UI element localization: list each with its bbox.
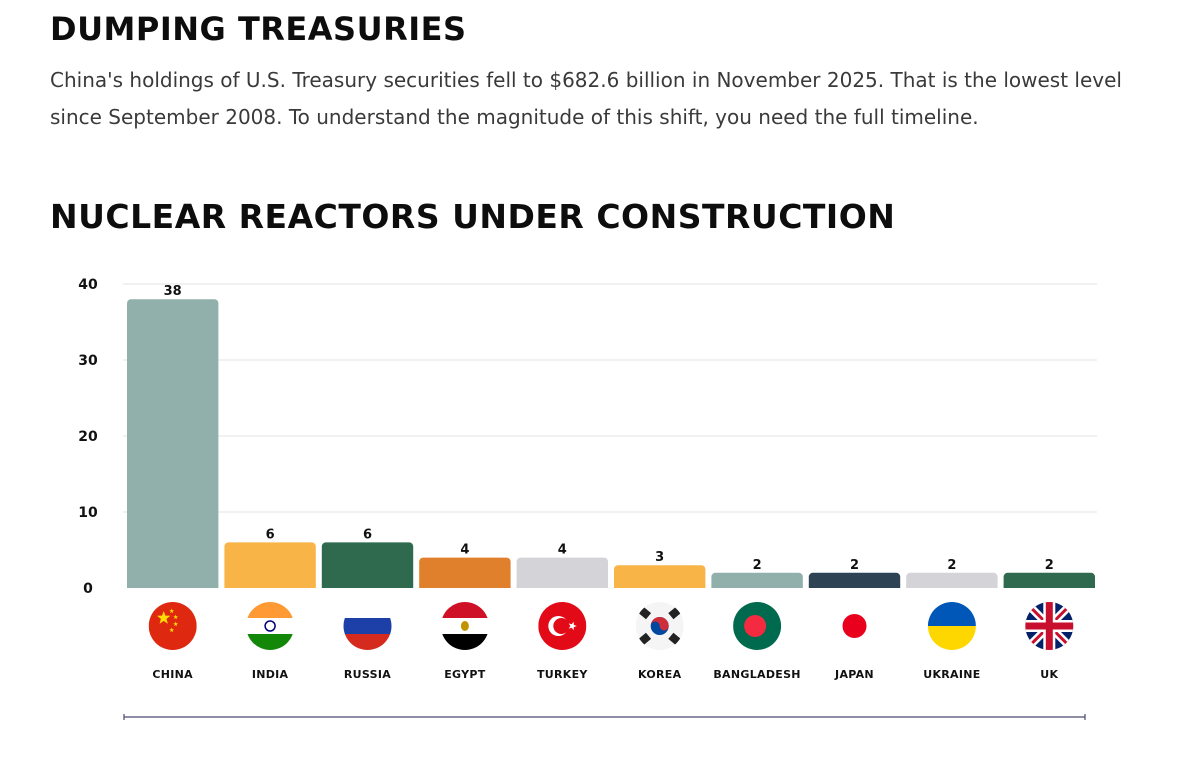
bar-base: [711, 584, 803, 588]
data-label: 38: [164, 284, 182, 299]
bar-egypt: [419, 557, 511, 588]
flag-star: [173, 621, 179, 626]
bar-china: [127, 299, 219, 588]
bar-base: [614, 584, 706, 588]
data-label: 4: [558, 543, 567, 558]
bar-russia: [321, 542, 414, 588]
data-label: 2: [850, 558, 859, 573]
bar-base: [808, 584, 901, 588]
china-flag-icon: [148, 602, 197, 650]
data-label: 2: [947, 558, 956, 573]
flag-emblem: [460, 621, 469, 631]
category-label: UKRAINE: [923, 668, 980, 681]
bar-base: [419, 584, 511, 588]
data-label: 6: [266, 527, 275, 542]
flag-star: [173, 614, 179, 619]
category-label: RUSSIA: [344, 668, 391, 681]
egypt-flag-icon: [440, 602, 489, 650]
bar-base: [224, 584, 316, 588]
turkey-flag-icon: [538, 602, 587, 650]
section-title: DUMPING TREASURIES: [50, 10, 467, 48]
south-korea-flag-icon: [635, 602, 684, 650]
japan-flag-icon: [830, 602, 879, 650]
flag-part: [246, 618, 295, 634]
data-label: 2: [1045, 558, 1054, 573]
category-label: TURKEY: [537, 668, 588, 681]
flag-part: [343, 618, 392, 634]
russia-flag-icon: [343, 602, 392, 650]
flag-disc: [744, 615, 767, 637]
flag-wheel: [264, 620, 276, 632]
data-label: 6: [363, 527, 372, 542]
category-label: JAPAN: [834, 668, 874, 681]
category-label: KOREA: [638, 668, 682, 681]
y-tick-label: 30: [78, 353, 98, 369]
data-label: 3: [655, 550, 664, 565]
category-label: CHINA: [152, 668, 193, 681]
bar-base: [906, 584, 998, 588]
data-label: 4: [460, 543, 469, 558]
bar-korea: [614, 565, 706, 588]
flag-crescent-inner: [553, 618, 570, 634]
flag-star: [169, 627, 175, 632]
india-flag-icon: [246, 602, 295, 650]
bar-base: [1003, 584, 1095, 588]
y-tick-label: 20: [78, 429, 98, 445]
flag-part: [1025, 622, 1074, 630]
data-label: 2: [753, 558, 762, 573]
category-label: INDIA: [252, 668, 289, 681]
bar-base: [321, 584, 414, 588]
bar-base: [516, 584, 608, 588]
flag-part: [927, 626, 976, 650]
chart-title: NUCLEAR REACTORS UNDER CONSTRUCTION: [50, 197, 896, 236]
flag-part: [246, 602, 295, 618]
flag-disc: [842, 614, 867, 638]
flag-part: [440, 602, 489, 618]
ukraine-flag-icon: [927, 602, 976, 650]
intro-paragraph: China's holdings of U.S. Treasury securi…: [50, 68, 1122, 129]
flag-star: [568, 621, 577, 631]
flag-part: [440, 634, 489, 650]
y-tick-label: 40: [78, 277, 98, 293]
flag-taegeuk-top: [650, 617, 669, 631]
flag-part: [343, 634, 392, 650]
flag-part: [148, 602, 197, 650]
flag-part: [343, 602, 392, 618]
category-label: EGYPT: [444, 668, 486, 681]
flag-part: [246, 634, 295, 650]
y-tick-label: 0: [83, 581, 93, 597]
flag-star: [157, 611, 171, 624]
category-label: UK: [1040, 668, 1058, 681]
y-tick-label: 10: [78, 505, 98, 521]
flag-star: [169, 608, 175, 613]
bar-chart: 0 10 20 30 40 38 CHINA 6 INDIA 6 RUSSIA 4 EGYPT 4 TURK…: [78, 277, 1097, 720]
bar-base: [127, 584, 219, 588]
bangladesh-flag-icon: [733, 602, 782, 650]
uk-flag-icon: [1025, 602, 1074, 650]
bar-turkey: [516, 557, 608, 588]
bar-india: [224, 542, 316, 588]
flag-part: [927, 602, 976, 626]
category-label: BANGLADESH: [713, 668, 800, 681]
